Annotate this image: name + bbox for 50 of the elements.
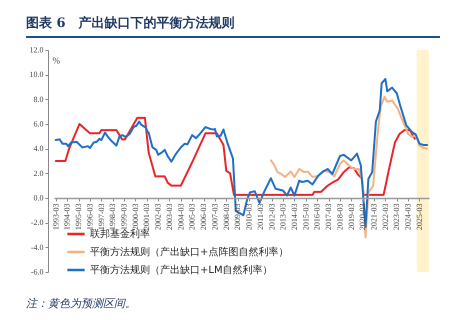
x-tick-label: 2017-03 bbox=[324, 204, 334, 230]
x-tick-label: 2018-03 bbox=[335, 204, 344, 230]
x-tick-label: 2020-03 bbox=[358, 204, 368, 230]
x-tick-label: 2011-03 bbox=[256, 204, 265, 230]
y-axis-title: % bbox=[52, 56, 60, 66]
line-series bbox=[54, 78, 428, 228]
x-tick-label: 2023-03 bbox=[392, 204, 402, 230]
legend-label: 平衡方法规则（产出缺口+点阵图自然利率） bbox=[90, 246, 288, 258]
x-tick-label: 1994-03 bbox=[62, 204, 72, 230]
y-tick-label: 4.0 bbox=[34, 144, 44, 154]
line-series bbox=[54, 116, 416, 196]
x-tick-label: 2003-03 bbox=[164, 204, 174, 230]
x-tick-label: 2015-03 bbox=[301, 204, 310, 230]
y-tick-label: 2.0 bbox=[34, 168, 44, 178]
line-series bbox=[270, 96, 428, 238]
y-tick-label: 8.0 bbox=[34, 94, 44, 104]
x-tick-label: 2000-03 bbox=[130, 204, 140, 230]
x-tick-label: 2010-03 bbox=[244, 204, 254, 230]
y-tick-label: -2.0 bbox=[30, 218, 44, 228]
y-tick-label: 6.0 bbox=[34, 120, 44, 128]
chart-title: 图表 6 产出缺口下的平衡方法规则 bbox=[26, 14, 440, 38]
x-tick-label: 1999-03 bbox=[120, 204, 129, 230]
x-tick-label: 2008-03 bbox=[222, 204, 231, 230]
x-tick-label: 2013-03 bbox=[278, 204, 288, 230]
x-tick-label: 2002-03 bbox=[154, 204, 163, 230]
x-tick-label: 2022-03 bbox=[380, 204, 390, 230]
x-tick-label: 1995-03 bbox=[74, 204, 84, 230]
y-tick-label: 12.0 bbox=[30, 46, 44, 54]
x-tick-label: 2019-03 bbox=[346, 204, 356, 230]
x-tick-label: 2007-03 bbox=[210, 204, 220, 230]
x-tick-label: 1997-03 bbox=[96, 204, 106, 230]
x-tick-label: 2005-03 bbox=[188, 204, 197, 230]
x-tick-label: 2004-03 bbox=[176, 204, 186, 230]
legend-label: 平衡方法规则（产出缺口+LM自然利率） bbox=[90, 264, 273, 276]
x-tick-label: 2001-03 bbox=[142, 204, 152, 230]
x-tick-label: 2012-03 bbox=[267, 204, 276, 230]
y-tick-label: -4.0 bbox=[30, 242, 44, 252]
x-tick-label: 2021-03 bbox=[370, 204, 379, 230]
x-tick-label: 2014-03 bbox=[290, 204, 299, 230]
y-tick-label: -6.0 bbox=[30, 268, 44, 276]
x-tick-label: 2006-03 bbox=[199, 204, 208, 230]
text: 注：黄色为预测区间。 bbox=[26, 296, 136, 311]
x-tick-label: 2016-03 bbox=[312, 204, 322, 230]
x-tick-label: 2025-03 bbox=[414, 204, 424, 230]
y-tick-label: 0.0 bbox=[34, 194, 44, 202]
x-tick-label: 1996-03 bbox=[85, 204, 94, 230]
x-tick-label: 1993-03 bbox=[51, 204, 60, 230]
x-tick-label: 2024-03 bbox=[404, 204, 413, 230]
y-tick-label: 10.0 bbox=[30, 70, 44, 80]
x-tick-label: 2009-03 bbox=[233, 204, 242, 230]
